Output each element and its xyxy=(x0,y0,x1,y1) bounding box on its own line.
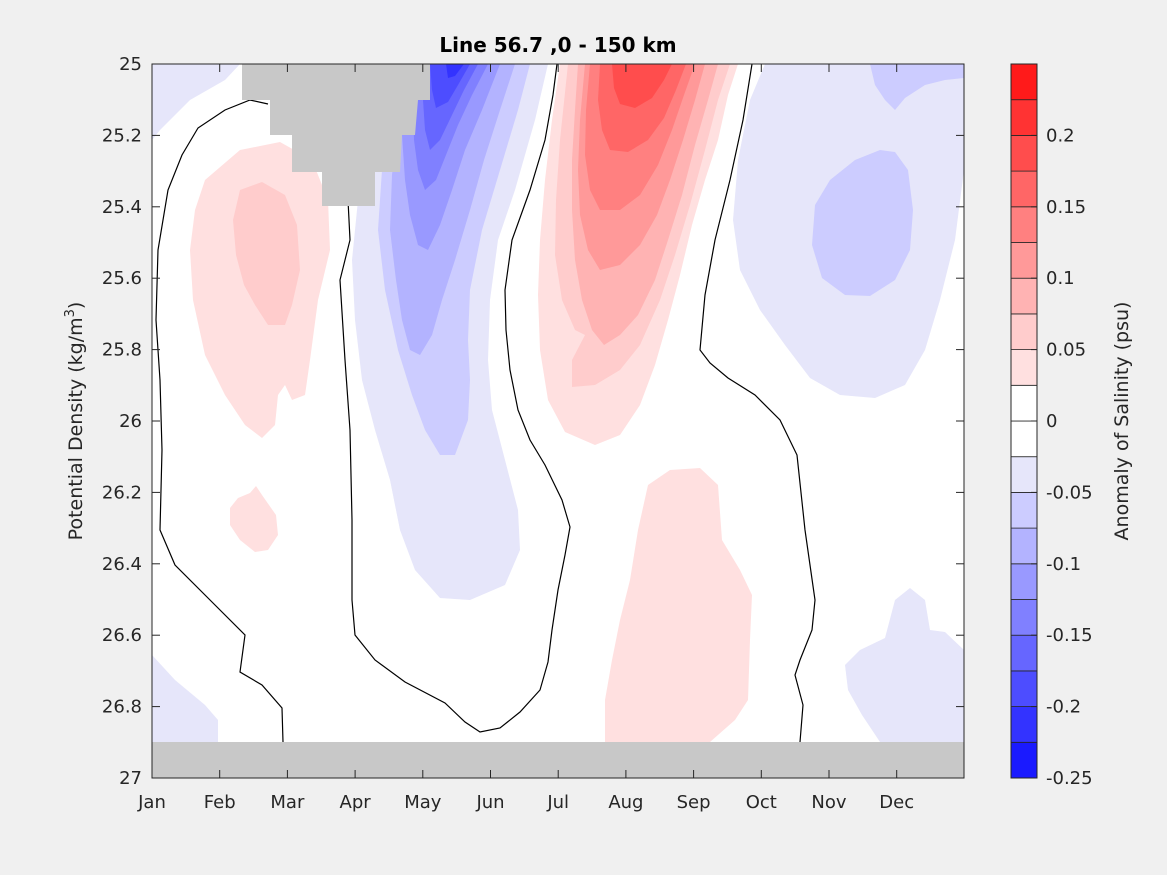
fresh-anomaly-bottom-left xyxy=(152,655,218,742)
colorbar: 0.2 0.15 0.1 0.05 0 -0.05 -0.1 -0.15 -0.2 -0.25 xyxy=(1010,63,1093,789)
zero-contour-3 xyxy=(699,64,816,743)
plot-area: Jan Feb Mar Apr May Jun Jul Aug Sep Oct Nov Dec 252… xyxy=(102,54,965,813)
colorbar-swatch xyxy=(1010,349,1038,386)
x-tick-label: Aug xyxy=(608,792,643,813)
y-tick-label: 25.6 xyxy=(102,268,142,289)
colorbar-label: Anomaly of Salinity (psu) xyxy=(1111,302,1133,541)
fresh-anomaly-top-left xyxy=(152,64,240,140)
y-tick-label: 25.8 xyxy=(102,340,142,361)
y-axis-label: Potential Density (kg/m3) xyxy=(63,302,87,541)
contour-fills xyxy=(152,64,964,743)
deep-fresh-anomaly-right xyxy=(845,588,964,742)
colorbar-swatch xyxy=(1010,456,1038,493)
colorbar-swatch xyxy=(1010,741,1038,779)
chart-title: Line 56.7 ,0 - 150 km xyxy=(439,33,676,57)
fall-fresh-anomaly-core xyxy=(812,150,913,296)
x-tick-label: Sep xyxy=(677,792,711,813)
x-tick-label: Oct xyxy=(746,792,777,813)
colorbar-swatch xyxy=(1010,313,1038,350)
x-tick-label: Dec xyxy=(879,792,914,813)
colorbar-tick-label: 0 xyxy=(1046,411,1057,432)
x-tick-label: May xyxy=(404,792,442,813)
colorbar-tick-label: -0.25 xyxy=(1046,768,1093,789)
zero-contour-2 xyxy=(339,64,571,733)
y-axis-ticks: 25 25.2 25.4 25.6 25.8 26 26.2 26.4 26.6 26.8 27 xyxy=(102,54,964,789)
y-tick-label: 26.4 xyxy=(102,554,142,575)
x-tick-label: Jun xyxy=(475,792,504,813)
colorbar-swatch xyxy=(1010,706,1038,743)
colorbar-swatch xyxy=(1010,170,1038,208)
y-tick-label: 25 xyxy=(119,54,142,75)
colorbar-swatch xyxy=(1010,599,1038,636)
colorbar-swatch xyxy=(1010,242,1038,279)
x-tick-label: Jan xyxy=(137,792,166,813)
colorbar-tick-label: -0.05 xyxy=(1046,482,1093,503)
y-tick-label: 26.2 xyxy=(102,482,142,503)
x-tick-label: Apr xyxy=(340,792,372,813)
colorbar-swatch xyxy=(1010,670,1038,708)
x-tick-label: Nov xyxy=(811,792,846,813)
colorbar-tick-label: 0.1 xyxy=(1046,268,1075,289)
colorbar-tick-label: 0.05 xyxy=(1046,340,1086,361)
colorbar-swatch xyxy=(1010,99,1038,136)
colorbar-tick-label: -0.15 xyxy=(1046,625,1093,646)
colorbar-swatch xyxy=(1010,206,1038,243)
colorbar-tick-label: 0.2 xyxy=(1046,125,1075,146)
colorbar-swatch xyxy=(1010,527,1038,565)
mask-region-top xyxy=(242,64,430,206)
colorbar-swatch xyxy=(1010,491,1038,529)
colorbar-tick-label: 0.15 xyxy=(1046,197,1086,218)
colorbar-swatch xyxy=(1010,634,1038,672)
y-tick-label: 27 xyxy=(119,768,142,789)
colorbar-swatch xyxy=(1010,384,1038,422)
y-tick-label: 25.4 xyxy=(102,197,142,218)
spring-fresh-core xyxy=(446,64,464,78)
colorbar-swatch xyxy=(1010,420,1038,458)
x-tick-label: Feb xyxy=(204,792,236,813)
y-tick-label: 26.8 xyxy=(102,697,142,718)
summer-salty-core xyxy=(612,64,672,108)
colorbar-tick-label: -0.2 xyxy=(1046,697,1081,718)
colorbar-swatch xyxy=(1010,134,1038,172)
colorbar-swatch xyxy=(1010,563,1038,600)
y-tick-label: 26.6 xyxy=(102,625,142,646)
winter-salty-blob-small xyxy=(230,486,278,552)
x-tick-label: Mar xyxy=(270,792,305,813)
colorbar-swatch xyxy=(1010,277,1038,315)
zero-contour-1 xyxy=(155,99,284,743)
deep-salty-anomaly xyxy=(605,468,752,742)
colorbar-tick-label: -0.1 xyxy=(1046,554,1081,575)
colorbar-swatch xyxy=(1010,63,1038,101)
x-tick-label: Jul xyxy=(546,792,569,813)
winter-salty-anomaly-core xyxy=(233,182,300,325)
spring-fresh-tongue-7 xyxy=(430,64,470,108)
x-axis-ticks: Jan Feb Mar Apr May Jun Jul Aug Sep Oct Nov Dec xyxy=(137,64,914,813)
fall-fresh-anomaly-notch xyxy=(870,64,964,110)
y-tick-label: 26 xyxy=(119,411,142,432)
y-tick-label: 25.2 xyxy=(102,125,142,146)
